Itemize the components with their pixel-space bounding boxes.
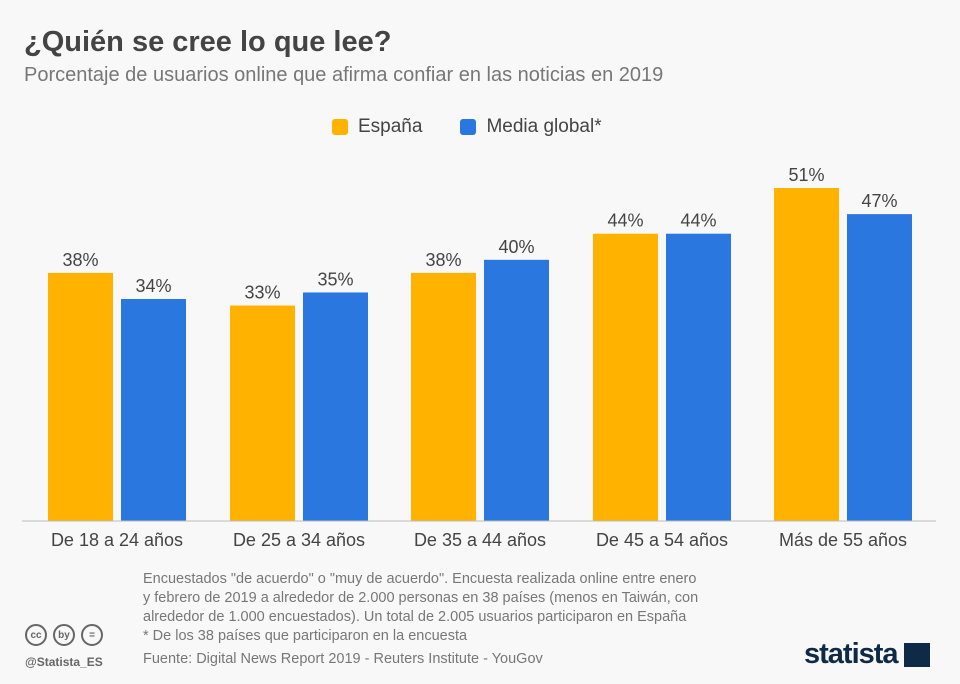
bar	[666, 233, 731, 522]
data-label: 38%	[425, 250, 461, 270]
cc-icon: cc	[25, 624, 47, 646]
data-label: 33%	[244, 283, 280, 303]
legend-item-media-global: Media global*	[460, 116, 602, 138]
license-icons[interactable]: cc by =	[25, 624, 103, 646]
data-label: 40%	[498, 237, 534, 257]
attribution-icon: by	[53, 624, 75, 646]
source: Fuente: Digital News Report 2019 - Reute…	[143, 651, 543, 667]
data-label: 47%	[861, 191, 897, 211]
social-handle[interactable]: @Statista_ES	[25, 655, 103, 669]
bar	[303, 292, 368, 521]
note-line: Encuestados "de acuerdo" o "muy de acuer…	[143, 571, 697, 587]
bar	[774, 188, 839, 521]
chart-title: ¿Quién se cree lo que lee?	[24, 26, 392, 58]
legend-swatch	[332, 119, 348, 135]
note-line: * De los 38 países que participaron en l…	[143, 628, 468, 644]
legend-item-espana: España	[332, 116, 422, 138]
data-label: 51%	[788, 165, 824, 185]
x-tick-label: De 45 a 54 años	[596, 530, 728, 550]
bar	[121, 299, 186, 521]
bar	[484, 259, 549, 521]
bar	[48, 272, 113, 521]
x-tick-label: De 18 a 24 años	[51, 530, 183, 550]
data-label: 35%	[317, 269, 353, 289]
bar	[230, 305, 295, 521]
statista-logo[interactable]: statista	[804, 638, 930, 671]
logo-mark-icon	[903, 642, 930, 667]
data-label: 38%	[62, 250, 98, 270]
note-line: y febrero de 2019 a alrededor de 2.000 p…	[143, 590, 699, 606]
bar	[847, 214, 912, 521]
bar	[593, 233, 658, 522]
no-derivatives-icon: =	[81, 624, 103, 646]
data-label: 44%	[607, 211, 643, 231]
logo-text: statista	[804, 638, 899, 670]
data-label: 44%	[680, 211, 716, 231]
note-line: alrededor de 1.000 encuestados). Un tota…	[143, 609, 687, 625]
x-tick-label: Más de 55 años	[779, 530, 907, 550]
legend-swatch	[460, 119, 477, 135]
legend: España Media global*	[332, 116, 602, 138]
x-tick-label: De 35 a 44 años	[414, 530, 546, 550]
footnotes: Encuestados "de acuerdo" o "muy de acuer…	[143, 570, 793, 646]
data-label: 34%	[135, 276, 171, 296]
bar	[411, 272, 476, 521]
legend-label: España	[358, 116, 423, 137]
x-tick-label: De 25 a 34 años	[233, 530, 365, 550]
legend-label: Media global*	[486, 116, 602, 137]
chart-subtitle: Porcentaje de usuarios online que afirma…	[24, 64, 664, 86]
